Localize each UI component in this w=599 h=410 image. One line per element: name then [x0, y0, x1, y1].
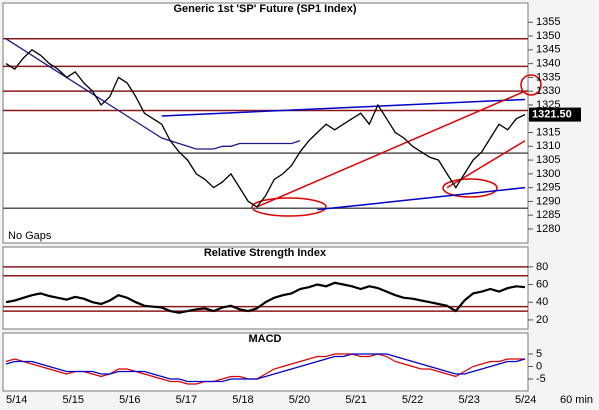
- last-price-box: [529, 107, 581, 122]
- y-tick-label: 1285: [536, 209, 560, 221]
- x-tick-label: 5/17: [176, 394, 197, 406]
- x-tick-label: 5/18: [232, 394, 253, 406]
- x-tick-label: 5/16: [119, 394, 140, 406]
- y-tick-label: 60: [536, 278, 548, 290]
- macd-panel: [2, 332, 529, 392]
- panel-title: Relative Strength Index: [204, 247, 327, 259]
- series-line: [5, 48, 526, 208]
- y-tick-label: 0: [536, 360, 542, 372]
- y-tick-label: 1290: [536, 195, 560, 207]
- trend-line: [256, 90, 526, 208]
- x-tick-label: 5/20: [289, 394, 310, 406]
- panel-title: MACD: [249, 333, 282, 345]
- x-tick-label: 5/21: [345, 394, 366, 406]
- x-tick-label: 5/14: [6, 394, 27, 406]
- y-tick-label: -5: [536, 373, 546, 385]
- highlight-circle: [520, 74, 542, 96]
- x-tick-label: 5/22: [402, 394, 423, 406]
- y-tick-label: 1350: [536, 30, 560, 42]
- y-tick-label: 1280: [536, 223, 560, 235]
- highlight-circle: [442, 178, 498, 198]
- y-tick-label: 1305: [536, 154, 560, 166]
- series-line: [5, 353, 526, 383]
- x-tick-label: 5/24: [515, 394, 536, 406]
- y-tick-label: 20: [536, 314, 548, 326]
- moving-average: [5, 38, 301, 150]
- y-tick-label: 1345: [536, 44, 560, 56]
- trend-line: [161, 98, 526, 117]
- trend-line: [317, 186, 526, 211]
- y-tick-label: 1340: [536, 58, 560, 70]
- note: No Gaps: [8, 230, 52, 242]
- y-tick-label: 1355: [536, 16, 560, 28]
- series-line: [5, 281, 526, 314]
- highlight-circle: [251, 197, 327, 217]
- panel-title: Generic 1st 'SP' Future (SP1 Index): [173, 3, 356, 15]
- y-tick-label: 1310: [536, 140, 560, 152]
- last-price-label: 1321.50: [532, 109, 572, 121]
- y-tick-label: 5: [536, 348, 542, 360]
- x-tick-label: 5/23: [458, 394, 479, 406]
- y-tick-label: 1330: [536, 85, 560, 97]
- x-tick-label: 5/15: [63, 394, 84, 406]
- rsi-panel: [2, 246, 529, 330]
- y-tick-label: 80: [536, 261, 548, 273]
- y-tick-label: 1315: [536, 126, 560, 138]
- interval-label: 60 min: [560, 394, 593, 406]
- y-tick-label: 1335: [536, 71, 560, 83]
- y-tick-label: 40: [536, 296, 548, 308]
- series-line: [5, 353, 525, 385]
- y-tick-label: 1300: [536, 168, 560, 180]
- y-tick-label: 1295: [536, 182, 560, 194]
